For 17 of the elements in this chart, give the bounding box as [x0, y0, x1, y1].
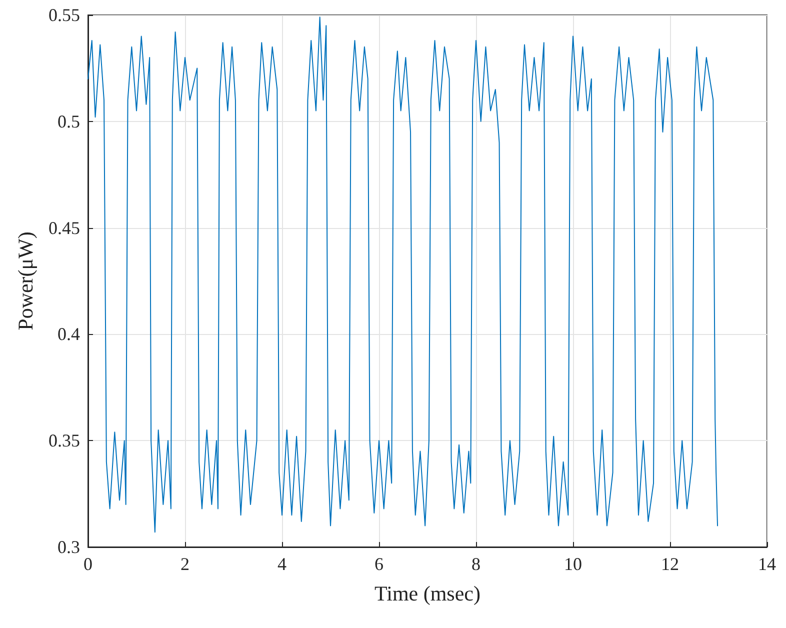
- y-tick-label: 0.35: [48, 430, 80, 451]
- y-tick-label: 0.3: [58, 537, 80, 557]
- x-tick-label: 12: [661, 554, 679, 574]
- y-tick-label: 0.4: [58, 324, 80, 344]
- x-axis-title: Time (msec): [374, 582, 480, 606]
- x-tick-label: 0: [84, 554, 92, 574]
- x-tick-label: 10: [564, 554, 582, 574]
- y-tick-label: 0.55: [48, 5, 80, 25]
- y-tick-label: 0.45: [48, 218, 80, 238]
- x-tick-label: 6: [374, 554, 384, 574]
- line-series: [88, 16, 718, 533]
- x-tick-label: 14: [758, 554, 776, 574]
- x-tick-label: 4: [278, 554, 286, 574]
- x-tick-label: 8: [472, 554, 480, 574]
- y-tick-label: 0.5: [58, 111, 80, 132]
- y-axis-title: Power(μW): [14, 232, 38, 330]
- x-tick-label: 2: [180, 554, 190, 574]
